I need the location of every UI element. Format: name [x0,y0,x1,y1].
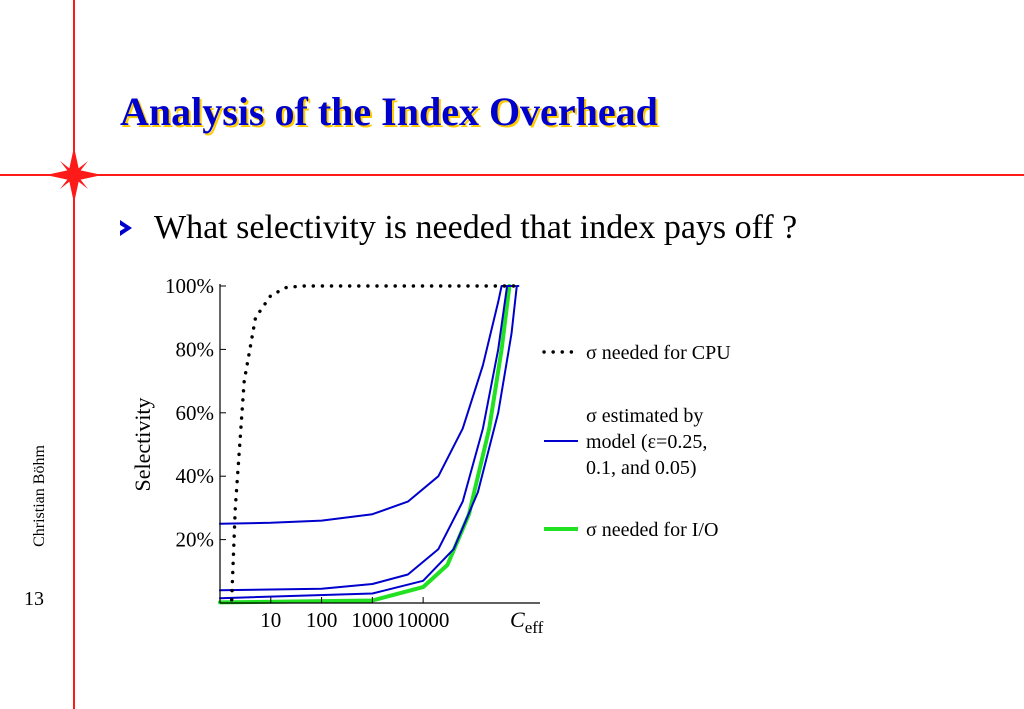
frame-vertical-line [73,0,75,709]
series-line-model_eps_0_05 [219,285,520,600]
arrow-bullet-icon [120,220,132,236]
y-axis-label: Selectivity [130,397,155,491]
selectivity-chart: Selectivity 100%80%60%40%20% 10 100 1000 10… [130,274,731,637]
chart-legend: σ needed for CPU σ estimated by model (ε=0… [542,342,731,541]
y-tick-label: 80% [176,337,215,361]
x-axis-end-label: Ceff [510,607,544,637]
legend-label-cpu: σ needed for CPU [586,342,731,364]
y-axis-ticks: 100% 80% 60% 40% 20% [165,274,226,552]
x-tick-label: 100 [306,608,338,632]
y-tick-label: 100% [165,274,214,298]
legend-label-model: σ estimated by model (ε=0.25, 0.1, and 0.0… [586,405,707,479]
series-line-model_eps_0_25 [219,285,515,525]
x-axis-ticks: 10 100 1000 10000 Ceff [260,597,544,637]
bullet-point: What selectivity is needed that index pa… [120,209,797,247]
y-tick-label: 60% [176,401,215,425]
plot-lines [218,284,520,605]
x-tick-label: 1000 [351,608,393,632]
series-line-cpu [229,284,519,602]
y-tick-label: 20% [176,528,215,552]
x-tick-label: 10 [260,608,281,632]
bullet-text: What selectivity is needed that index pa… [154,209,798,246]
y-tick-label: 40% [176,464,215,488]
frame-horizontal-line [0,174,1024,176]
slide-title: Analysis of the Index Overhead [120,89,658,134]
star-icon [46,147,102,203]
author-label: Christian Böhm [31,445,48,547]
x-tick-label: 10000 [397,608,450,632]
series-line-model_eps_0_1 [219,285,517,592]
slide-number: 13 [24,588,44,610]
legend-label-io: σ needed for I/O [586,519,718,541]
series-line-io [218,284,512,605]
